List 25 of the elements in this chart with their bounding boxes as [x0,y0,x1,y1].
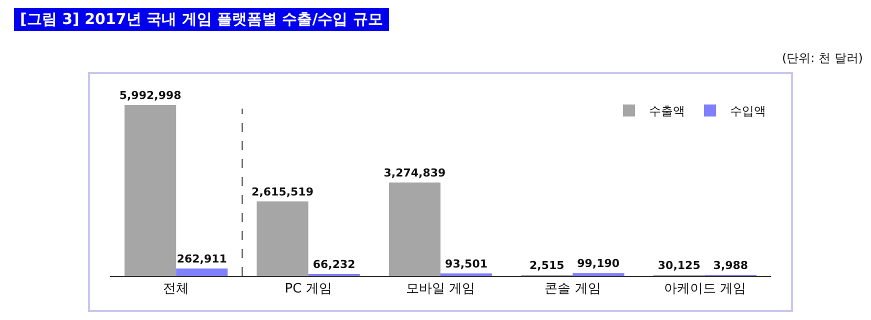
x-tick-label: 전체 [163,282,190,297]
bar [176,268,228,276]
bar [440,273,492,276]
chart-title: [그림 3] 2017년 국내 게임 플랫폼별 수출/수입 규모 [14,8,389,31]
text: (단위: 천 달러) [782,50,863,67]
data-label: 3,988 [713,259,748,272]
data-label: 3,274,839 [384,166,446,180]
bar [572,273,624,276]
legend-label: 수입액 [730,104,766,118]
data-label: 2,515 [530,259,564,272]
data-label: 2,615,519 [252,185,314,198]
x-tick-label: 모바일 게임 [406,282,476,297]
bar [388,182,440,276]
data-label: 30,125 [658,259,700,272]
data-label: 99,190 [577,257,620,270]
data-label: 66,232 [312,258,356,271]
bar [124,105,176,276]
x-tick-label: PC 게임 [284,282,332,297]
data-label: 5,992,998 [119,89,182,102]
x-tick-label: 아케이드 게임 [664,282,746,297]
data-label: 93,501 [445,257,488,270]
bar [256,201,308,276]
data-label: 262,911 [176,252,227,266]
x-tick-label: 콘솔 게임 [544,282,601,297]
legend-label: 수출액 [649,104,685,118]
